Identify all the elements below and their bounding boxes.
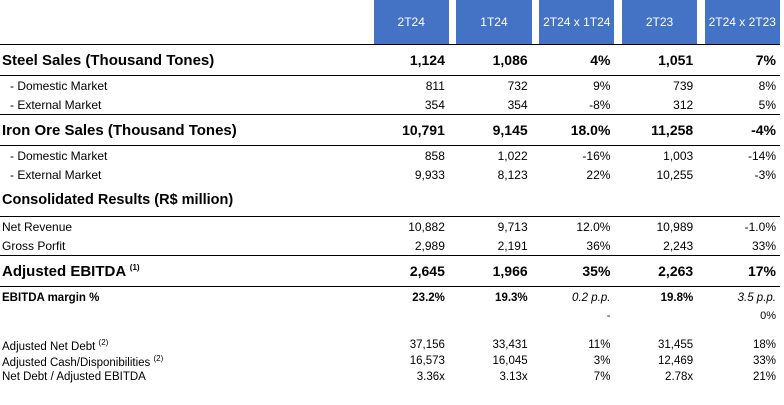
header-2t24-vs-1t24: 2T24 x 1T24 (539, 0, 615, 45)
consolidated-results-heading: Consolidated Results (R$ million) (0, 184, 780, 217)
row-label: Gross Porfit (2, 238, 66, 253)
footnote-marker: (1) (129, 262, 140, 272)
footnote-marker: (2) (153, 353, 164, 363)
adjusted-net-debt-row: Adjusted Net Debt (2) 37,156 33,431 11% … (2, 337, 776, 353)
header-2t24-vs-2t23: 2T24 x 2T23 (704, 0, 780, 45)
footnote-marker: (2) (98, 337, 109, 347)
header-2t23: 2T23 (621, 0, 698, 45)
iron-ore-sales-row: Iron Ore Sales (Thousand Tones) 10,791 9… (0, 114, 780, 146)
net-debt-ebitda-row: Net Debt / Adjusted EBITDA 3.36x 3.13x 7… (2, 371, 776, 383)
row-label: Adjusted Net Debt (2) (2, 337, 109, 353)
row-label: Adjusted Cash/Disponibilities (2) (2, 353, 164, 369)
steel-domestic-row: - Domestic Market 811 732 9% 739 8% (0, 76, 780, 96)
section-title: Consolidated Results (R$ million) (0, 184, 374, 217)
header-2t24: 2T24 (373, 0, 449, 45)
net-revenue-row: Net Revenue 10,882 9,713 12.0% 10,989 -1… (0, 217, 780, 237)
row-label: Steel Sales (Thousand Tones) (0, 44, 374, 76)
iron-external-row: - External Market 9,933 8,123 22% 10,255… (0, 165, 780, 184)
row-label: Net Revenue (2, 219, 73, 234)
row-label: EBITDA margin % (0, 286, 374, 309)
header-blank (0, 0, 374, 45)
ebitda-margin-row: EBITDA margin % 23.2% 19.3% 0.2 p.p. 19.… (0, 286, 780, 309)
header-row: 2T24 1T24 2T24 x 1T24 2T23 2T24 x 2T23 (0, 0, 780, 45)
financial-summary-table: 2T24 1T24 2T24 x 1T24 2T23 2T24 x 2T23 S… (0, 0, 780, 383)
row-label: - External Market (10, 97, 102, 112)
spacer-row-2 (0, 323, 780, 337)
row-label: - External Market (10, 167, 102, 182)
row-label: - Domestic Market (10, 78, 108, 93)
header-1t24: 1T24 (456, 0, 532, 45)
iron-domestic-row: - Domestic Market 858 1,022 -16% 1,003 -… (0, 146, 780, 166)
adjusted-ebitda-row: Adjusted EBITDA (1) 2,645 1,966 35% 2,26… (0, 255, 780, 287)
steel-external-row: - External Market 354 354 -8% 312 5% (0, 95, 780, 115)
adjusted-cash-row: Adjusted Cash/Disponibilities (2) 16,573… (2, 353, 776, 369)
row-label: Iron Ore Sales (Thousand Tones) (0, 114, 374, 146)
steel-sales-row: Steel Sales (Thousand Tones) 1,124 1,086… (0, 44, 780, 76)
row-label: Adjusted EBITDA (1) (0, 255, 374, 287)
row-label: Net Debt / Adjusted EBITDA (2, 371, 146, 383)
row-label: - Domestic Market (10, 148, 108, 163)
gross-profit-row: Gross Porfit 2,989 2,191 36% 2,243 33% (0, 236, 780, 256)
spacer-row-1: - 0% (606, 310, 776, 322)
